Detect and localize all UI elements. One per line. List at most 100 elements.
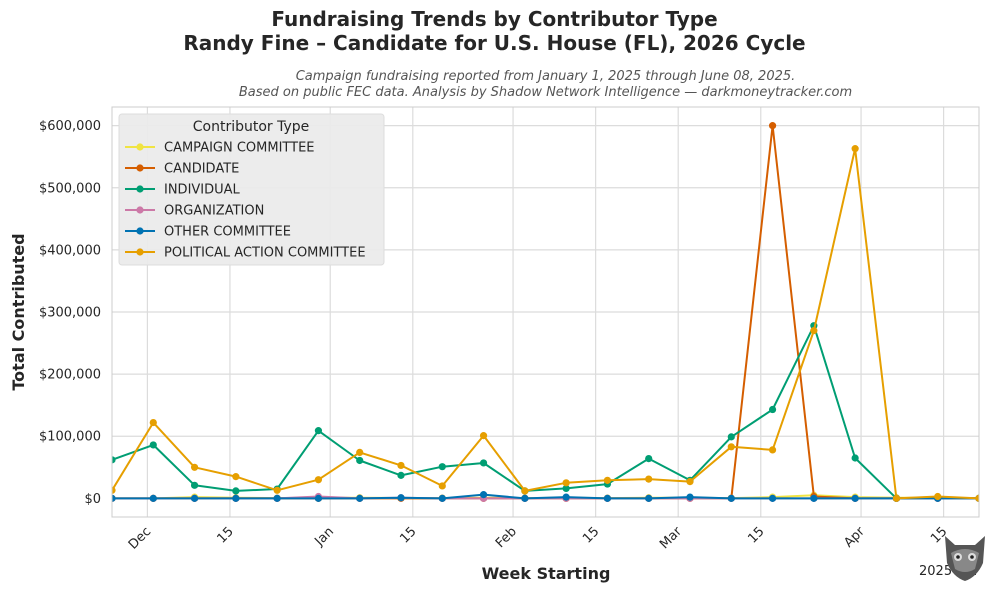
- y-tick-label: $600,000: [39, 119, 101, 134]
- data-point: [603, 494, 612, 502]
- legend-entry: INDIVIDUAL: [164, 183, 241, 198]
- chart-title: Fundraising Trends by Contributor Type: [271, 7, 718, 31]
- data-point: [727, 433, 735, 441]
- data-point: [686, 477, 694, 486]
- y-tick-label: $300,000: [39, 306, 101, 321]
- data-point: [975, 494, 979, 502]
- series-lines: [112, 122, 979, 502]
- y-tick-label: $0: [84, 492, 101, 507]
- data-point: [232, 494, 240, 502]
- data-point: [562, 484, 570, 493]
- series-line-political-action-committee: [112, 147, 979, 500]
- x-tick-label: 15: [397, 524, 419, 546]
- x-tick-label: Dec: [126, 524, 154, 552]
- data-point: [190, 463, 199, 471]
- legend-title: Contributor Type: [193, 119, 310, 135]
- x-axis-label: Week Starting: [482, 564, 611, 583]
- owl-logo-icon: [945, 536, 985, 581]
- data-point: [603, 476, 612, 484]
- legend-entry: CAMPAIGN COMMITTEE: [164, 141, 315, 156]
- data-point: [314, 494, 323, 502]
- data-point: [190, 481, 199, 489]
- data-point: [479, 432, 488, 440]
- chart-subtitle-line1: Campaign fundraising reported from Janua…: [295, 69, 796, 84]
- x-tick-label: 15: [214, 524, 236, 546]
- data-point: [727, 494, 735, 502]
- data-point: [768, 446, 777, 454]
- legend-marker: [136, 206, 144, 214]
- data-point: [438, 482, 446, 490]
- legend-marker: [136, 164, 144, 172]
- data-point: [112, 456, 116, 464]
- data-point: [314, 427, 323, 435]
- y-axis-ticks: $0 $100,000 $200,000 $300,000 $400,000 $500,0…: [39, 119, 101, 507]
- data-point: [686, 493, 694, 501]
- data-point: [314, 476, 323, 484]
- data-point: [232, 473, 240, 481]
- chart-subtitle-line2: Based on public FEC data. Analysis by Sh…: [238, 85, 853, 100]
- data-point: [768, 122, 777, 130]
- data-point: [562, 493, 570, 501]
- data-point: [356, 494, 364, 502]
- data-point: [356, 456, 364, 465]
- data-point: [521, 494, 529, 502]
- x-tick-label: 15: [745, 524, 767, 546]
- legend-marker: [136, 143, 144, 151]
- data-point: [273, 486, 281, 494]
- data-point: [438, 494, 446, 502]
- data-point: [397, 494, 405, 502]
- y-tick-label: $500,000: [39, 181, 101, 196]
- data-point: [934, 492, 942, 501]
- data-point: [521, 487, 529, 495]
- legend-entry: OTHER COMMITTEE: [164, 225, 291, 240]
- x-tick-label: Mar: [657, 524, 685, 552]
- y-tick-label: $100,000: [39, 430, 101, 445]
- data-point: [645, 494, 653, 502]
- data-point: [479, 459, 488, 467]
- data-point: [112, 494, 116, 502]
- legend-marker: [136, 227, 144, 235]
- data-point: [645, 475, 653, 483]
- data-point: [356, 448, 364, 456]
- legend: Contributor Type CAMPAIGN COMMITTEE CANDI…: [118, 113, 385, 266]
- legend-box: [118, 113, 385, 266]
- legend-marker: [136, 248, 144, 256]
- data-point: [768, 405, 777, 414]
- data-point: [149, 441, 157, 449]
- legend-entry: CANDIDATE: [164, 162, 239, 177]
- data-point: [810, 327, 818, 335]
- data-point: [851, 145, 859, 153]
- data-point: [851, 494, 859, 502]
- data-point: [149, 418, 157, 427]
- data-point: [562, 479, 570, 487]
- x-tick-label: Jan: [312, 524, 337, 549]
- y-axis-label: Total Contributed: [9, 233, 28, 390]
- legend-entry: ORGANIZATION: [164, 204, 264, 219]
- legend-marker: [136, 185, 144, 193]
- series-line-other-committee: [112, 493, 979, 500]
- data-point: [190, 494, 199, 502]
- series-line-individual: [112, 324, 979, 500]
- data-point: [479, 491, 488, 499]
- chart-title-line2: Randy Fine – Candidate for U.S. House (F…: [183, 31, 806, 55]
- legend-entry: POLITICAL ACTION COMMITTEE: [164, 246, 366, 261]
- x-axis-ticks: Dec 15 Jan 15 Feb 15 Mar 15 Apr 15: [126, 524, 951, 553]
- x-tick-label: 15: [580, 524, 602, 546]
- plot-frame: [111, 106, 980, 518]
- data-point: [232, 487, 240, 495]
- y-tick-label: $400,000: [39, 243, 101, 258]
- data-point: [768, 494, 777, 502]
- x-tick-label: Feb: [493, 524, 520, 551]
- data-point: [810, 494, 818, 502]
- data-point: [397, 461, 405, 470]
- data-point: [645, 455, 653, 463]
- x-tick-label: Apr: [841, 524, 868, 551]
- data-point: [149, 494, 157, 502]
- data-point: [892, 494, 901, 502]
- data-point: [438, 463, 446, 471]
- data-point: [397, 471, 405, 479]
- y-tick-label: $200,000: [39, 368, 101, 383]
- data-point: [851, 454, 859, 462]
- data-point: [727, 443, 735, 451]
